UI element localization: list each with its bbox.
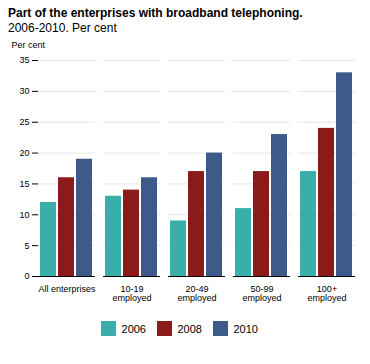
- svg-text:50-99employed: 50-99employed: [242, 284, 281, 303]
- html-text:2010: 2010: [233, 322, 258, 335]
- svg-text:10-19employed: 10-19employed: [112, 284, 151, 303]
- svg-text:0: 0: [24, 271, 29, 281]
- svg-text:30: 30: [19, 86, 29, 96]
- html-text:2006: 2006: [121, 322, 146, 335]
- svg-text:100+employed: 100+employed: [307, 284, 346, 303]
- html-text:2008: 2008: [177, 322, 202, 335]
- svg-text:35: 35: [19, 55, 29, 65]
- svg-text:25: 25: [19, 117, 29, 127]
- svg-text:All enterprises: All enterprises: [38, 284, 96, 294]
- html-text:Part of the enterprises with b: Part of the enterprises with broadband t…: [8, 6, 303, 20]
- svg-text:15: 15: [19, 179, 29, 189]
- svg-text:20: 20: [19, 148, 29, 158]
- svg-text:5: 5: [24, 241, 29, 251]
- svg-text:Per cent: Per cent: [12, 40, 46, 50]
- svg-text:20-49employed: 20-49employed: [177, 284, 216, 303]
- html-text:2006-2010. Per cent: 2006-2010. Per cent: [8, 21, 117, 35]
- svg-text:10: 10: [19, 210, 29, 220]
